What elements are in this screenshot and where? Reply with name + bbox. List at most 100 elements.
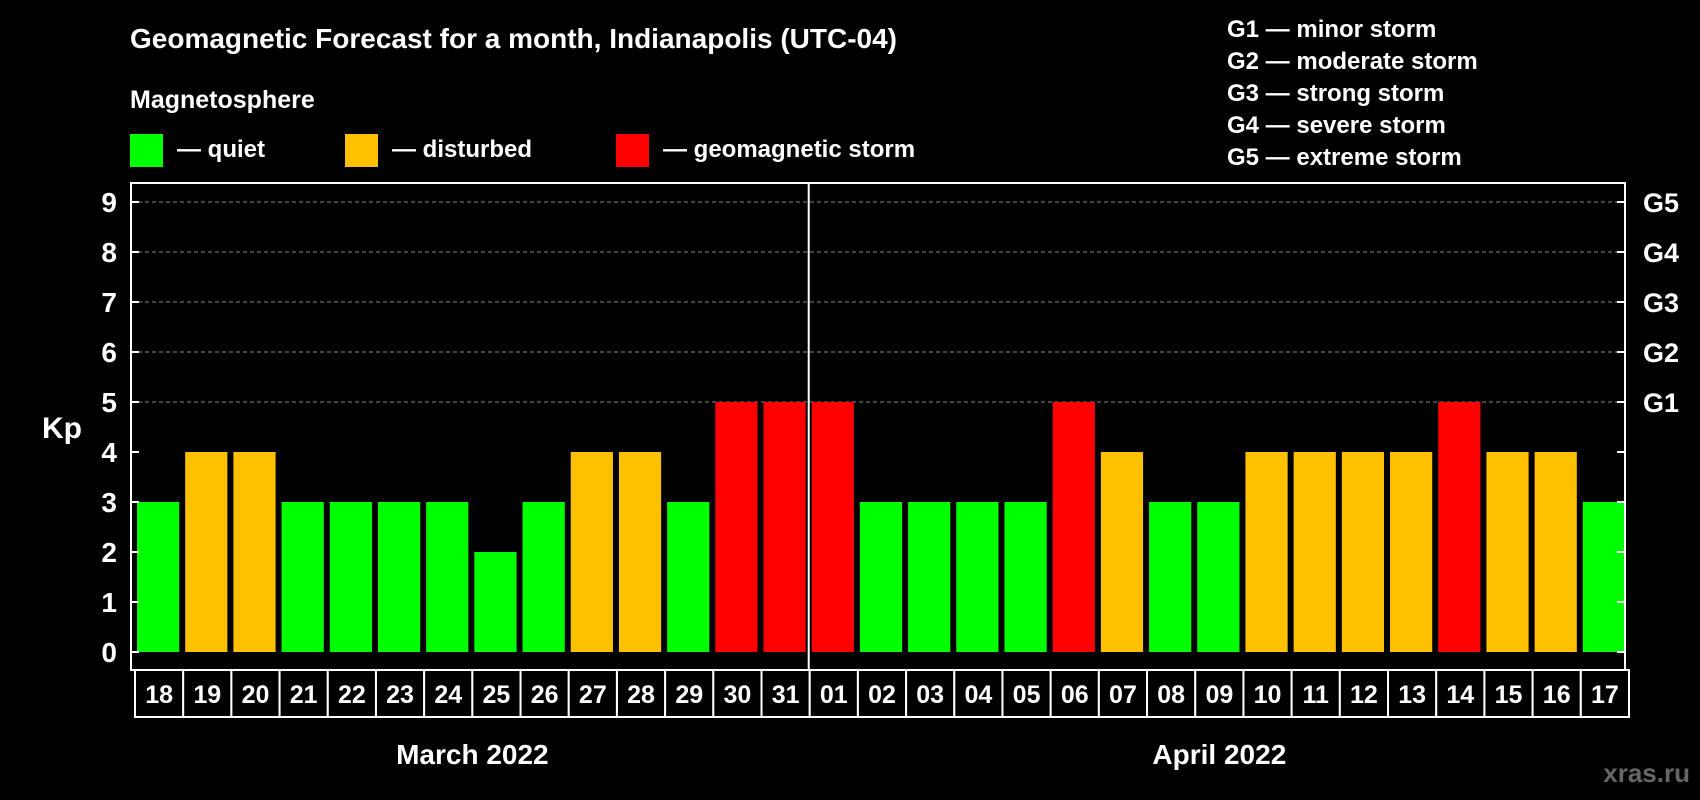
x-tick-label: 03 — [916, 681, 944, 709]
x-tick-cell — [471, 669, 522, 718]
x-tick-cell — [856, 669, 908, 718]
x-tick-label: 04 — [964, 681, 992, 709]
storm-scale-g2: G2 — moderate storm — [1227, 48, 1478, 75]
y-axis-label: Kp — [42, 412, 82, 445]
bar-18 — [137, 502, 180, 652]
chart-title: Geomagnetic Forecast for a month, Indian… — [130, 23, 897, 54]
legend-swatch-quiet — [130, 134, 163, 167]
bars — [137, 402, 1625, 652]
legend-label-disturbed: — disturbed — [392, 136, 532, 163]
x-tick-label: 01 — [820, 681, 848, 709]
right-tick-label-g1: G1 — [1643, 388, 1679, 418]
x-tick-label: 19 — [193, 681, 221, 709]
x-tick-label: 02 — [868, 681, 896, 709]
bar-27 — [570, 452, 613, 652]
bar-26 — [522, 502, 565, 652]
right-tick-label-g4: G4 — [1643, 238, 1679, 268]
right-tick-label-g3: G3 — [1643, 288, 1679, 318]
x-tick-label: 30 — [724, 681, 752, 709]
x-tick-cell — [953, 669, 1004, 718]
x-tick-cell — [1338, 669, 1390, 718]
x-tick-label: 24 — [434, 681, 462, 709]
x-tick-cell — [1531, 669, 1582, 718]
bar-11 — [1293, 452, 1336, 652]
x-tick-label: 23 — [386, 681, 414, 709]
bar-20 — [233, 452, 276, 652]
x-tick-label: 21 — [290, 681, 318, 709]
y-tick-label: 9 — [101, 187, 117, 218]
x-tick-cell — [374, 669, 426, 718]
y-tick-label: 3 — [101, 487, 117, 518]
x-tick-label: 12 — [1350, 681, 1378, 709]
month-label: April 2022 — [1152, 739, 1286, 770]
bar-05 — [1004, 502, 1047, 652]
storm-scale-g1: G1 — minor storm — [1227, 16, 1436, 43]
bar-17 — [1582, 502, 1625, 652]
x-tick-cell — [1146, 669, 1197, 718]
x-tick-label: 25 — [483, 681, 511, 709]
x-tick-label: 07 — [1109, 681, 1137, 709]
legend: — quiet — disturbed — geomagnetic storm — [130, 134, 915, 167]
bar-15 — [1486, 452, 1529, 652]
bar-03 — [908, 502, 951, 652]
x-tick-label: 14 — [1446, 681, 1474, 709]
x-tick-cell — [134, 669, 185, 718]
storm-scale-g4: G4 — severe storm — [1227, 112, 1446, 139]
bar-29 — [667, 502, 710, 652]
x-tick-cell — [326, 669, 377, 718]
bar-23 — [377, 502, 421, 652]
x-tick-label: 18 — [145, 681, 173, 709]
bar-12 — [1341, 452, 1385, 652]
x-tick-cell — [1242, 669, 1293, 718]
x-tick-label: 31 — [772, 681, 800, 709]
bar-25 — [474, 552, 517, 652]
y-tick-label: 2 — [101, 537, 117, 568]
bar-21 — [281, 502, 324, 652]
x-tick-label: 27 — [579, 681, 607, 709]
bar-24 — [426, 502, 469, 652]
x-tick-label: 17 — [1591, 681, 1619, 709]
y-tick-label: 5 — [101, 387, 117, 418]
x-tick-cell — [664, 669, 715, 718]
storm-scale-g3: G3 — strong storm — [1227, 80, 1444, 107]
bar-31 — [763, 402, 806, 652]
bar-14 — [1438, 402, 1481, 652]
x-tick-label: 08 — [1157, 681, 1185, 709]
right-tick-label-g5: G5 — [1643, 188, 1679, 218]
bar-13 — [1390, 452, 1433, 652]
x-tick-label: 16 — [1543, 681, 1571, 709]
bar-28 — [618, 452, 662, 652]
x-tick-cell — [615, 669, 667, 718]
month-labels: March 2022 April 2022 — [396, 739, 1286, 770]
bar-02 — [859, 502, 903, 652]
bar-10 — [1245, 452, 1288, 652]
bar-07 — [1100, 452, 1144, 652]
x-tick-label: 22 — [338, 681, 366, 709]
bar-09 — [1197, 502, 1240, 652]
x-tick-cell — [230, 669, 281, 718]
x-tick-cell — [1001, 669, 1052, 718]
y-tick-label: 0 — [101, 637, 117, 668]
x-tick-cells: 18 19 20 21 22 23 24 25 26 27 28 29 30 31 01 02 03 04 05 06… — [134, 669, 1630, 718]
legend-label-quiet: — quiet — [177, 136, 265, 163]
bar-06 — [1052, 402, 1095, 652]
bar-08 — [1149, 502, 1192, 652]
bar-19 — [185, 452, 228, 652]
x-tick-cell — [1435, 669, 1486, 718]
x-tick-label: 26 — [531, 681, 559, 709]
x-tick-cell — [182, 669, 233, 718]
x-tick-label: 11 — [1303, 681, 1330, 709]
x-tick-cell — [808, 669, 859, 718]
y-tick-label: 1 — [101, 587, 117, 618]
x-tick-label: 05 — [1013, 681, 1041, 709]
y-tick-label: 4 — [101, 437, 117, 468]
legend-swatch-disturbed — [345, 134, 378, 167]
x-tick-label: 09 — [1205, 681, 1233, 709]
x-tick-label: 06 — [1061, 681, 1089, 709]
x-tick-cell — [519, 669, 570, 718]
x-tick-cell — [1049, 669, 1100, 718]
y-tick-label: 8 — [101, 237, 117, 268]
bar-01 — [811, 402, 854, 652]
watermark: xras.ru — [1603, 758, 1690, 788]
legend-label-storm: — geomagnetic storm — [663, 136, 915, 163]
